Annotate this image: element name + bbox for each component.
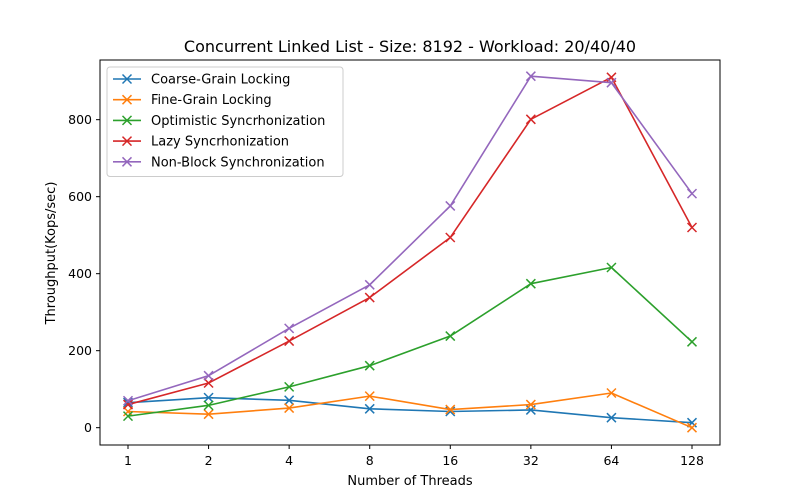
data-point [445, 200, 456, 211]
series-1 [122, 392, 698, 428]
chart-title: Concurrent Linked List - Size: 8192 - Wo… [184, 37, 636, 56]
data-point [284, 323, 295, 334]
y-tick-label: 600 [68, 189, 92, 204]
y-tick-label: 800 [68, 112, 92, 127]
data-point [121, 156, 133, 167]
data-point [122, 399, 134, 410]
legend-item: Optimistic Syncrhonization [113, 114, 325, 129]
x-tick-label: 8 [366, 453, 374, 468]
data-point [686, 222, 698, 233]
data-point [284, 381, 295, 392]
data-point [364, 403, 375, 414]
x-tick-label: 32 [523, 453, 539, 468]
x-tick-label: 64 [603, 453, 619, 468]
x-tick-label: 1 [124, 453, 132, 468]
legend-label: Fine-Grain Locking [151, 93, 272, 108]
data-point [284, 403, 295, 414]
legend-box [106, 66, 344, 177]
data-point [203, 409, 214, 420]
legend-item: Lazy Syncrhonization [113, 135, 289, 150]
legend-label: Non-Block Synchronization [151, 155, 325, 170]
data-point [525, 278, 536, 289]
data-point [203, 377, 214, 389]
y-axis: 0 200 400 600 800 [68, 112, 100, 435]
legend-item: Coarse-Grain Locking [113, 73, 290, 88]
series-3 [122, 262, 698, 422]
data-point [364, 391, 375, 402]
series-line [127, 396, 693, 424]
data-point [203, 370, 214, 381]
x-axis: 1 2 4 8 16 32 64 128 [124, 445, 704, 468]
legend-item: Non-Block Synchronization [113, 155, 325, 170]
data-point [606, 412, 617, 423]
data-point [203, 400, 214, 411]
data-point [686, 336, 698, 347]
y-tick-label: 200 [68, 343, 92, 358]
x-axis-label: Number of Threads [347, 474, 472, 489]
series-line [127, 266, 693, 417]
plot-frame [99, 59, 721, 446]
series-5 [122, 71, 698, 406]
legend-item: Fine-Grain Locking [113, 93, 272, 108]
legend-label: Coarse-Grain Locking [151, 73, 290, 88]
series-line [127, 392, 693, 429]
data-point [606, 77, 617, 88]
series-4 [122, 72, 698, 410]
data-point [445, 232, 456, 243]
data-point [284, 336, 295, 347]
y-tick-label: 0 [84, 420, 92, 435]
legend: Coarse-Grain Locking Fine-Grain Locking Op… [106, 66, 344, 177]
data-point [525, 399, 536, 410]
data-point [686, 422, 698, 433]
data-point [364, 279, 375, 290]
data-point [121, 94, 133, 105]
legend-label: Lazy Syncrhonization [151, 135, 289, 150]
data-point [122, 411, 134, 422]
x-tick-label: 4 [285, 453, 293, 468]
data-point [284, 395, 295, 406]
series-line [127, 75, 693, 402]
data-point [122, 395, 134, 406]
data-point [445, 404, 456, 415]
data-point [364, 360, 375, 371]
legend-label: Optimistic Syncrhonization [151, 114, 325, 129]
data-point [525, 114, 536, 125]
series-line [127, 76, 693, 406]
data-point [686, 188, 698, 199]
data-point [606, 262, 617, 273]
x-tick-label: 2 [205, 453, 213, 468]
y-axis-label: Throughput(Kops/sec) [44, 182, 59, 326]
x-tick-label: 128 [680, 453, 704, 468]
data-point [121, 115, 133, 126]
data-point [606, 387, 617, 399]
data-point [121, 136, 133, 147]
data-point [364, 292, 375, 303]
data-point [121, 73, 133, 85]
x-tick-label: 16 [442, 453, 458, 468]
data-point [525, 71, 536, 82]
data-point [203, 392, 214, 403]
y-tick-label: 400 [68, 266, 92, 281]
plot-area [99, 59, 721, 446]
data-point [445, 331, 456, 342]
series-2 [122, 387, 698, 433]
